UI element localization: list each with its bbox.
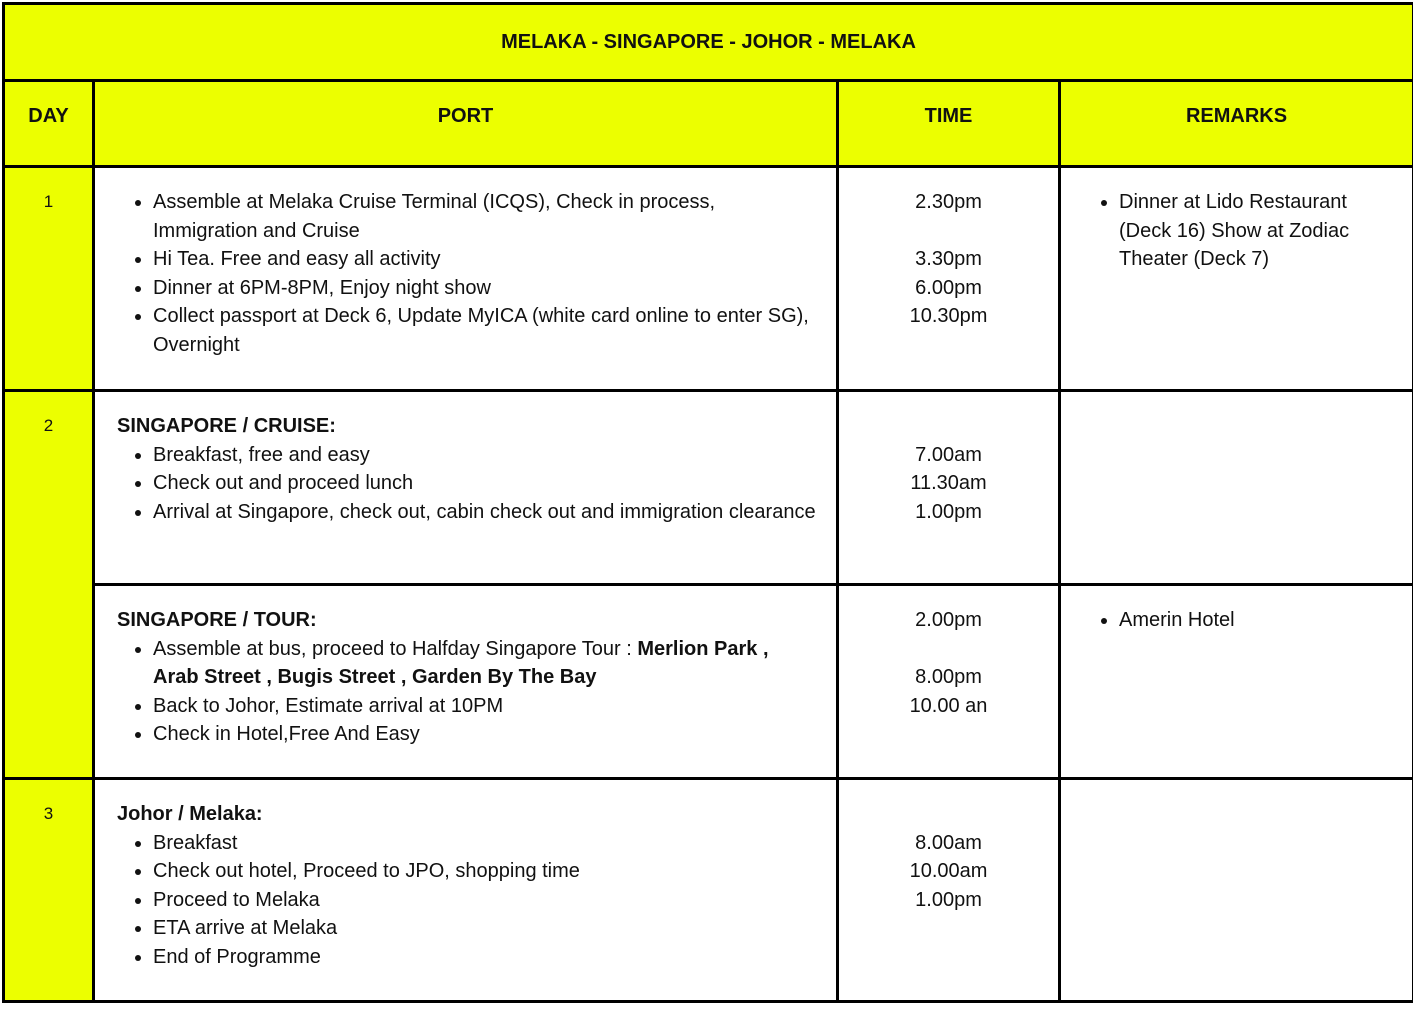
header-remarks: REMARKS: [1057, 79, 1413, 168]
activity-item: Dinner at 6PM-8PM, Enjoy night show: [153, 274, 816, 303]
activity-item: Proceed to Melaka: [153, 886, 816, 915]
time-entry: 8.00pm: [915, 666, 982, 689]
day-cell: 1: [2, 165, 95, 392]
activity-text: Arrival at Singapore, check out, cabin c…: [153, 500, 816, 523]
header-day: DAY: [2, 79, 95, 168]
activity-item: Check out and proceed lunch: [153, 469, 816, 498]
remark-item: Dinner at Lido Restaurant (Deck 16) Show…: [1119, 188, 1392, 274]
port-cell: SINGAPORE / CRUISE: Breakfast, free and e…: [92, 389, 839, 586]
header-port: PORT: [92, 79, 839, 168]
port-cell: SINGAPORE / TOUR: Assemble at bus, procee…: [92, 583, 839, 780]
section-heading: SINGAPORE / CRUISE:: [117, 415, 336, 437]
activity-list: Assemble at bus, proceed to Halfday Sing…: [117, 635, 816, 749]
activity-text: Collect passport at Deck 6, Update MyICA…: [153, 305, 809, 356]
remarks-list: Dinner at Lido Restaurant (Deck 16) Show…: [1083, 188, 1392, 274]
activity-item: ETA arrive at Melaka: [153, 914, 816, 943]
table-row: 2 SINGAPORE / CRUISE: Breakfast, free and…: [2, 389, 1413, 780]
activity-item: Assemble at Melaka Cruise Terminal (ICQS…: [153, 188, 816, 245]
time-entry: 3.30pm: [915, 248, 982, 271]
activity-text: Dinner at 6PM-8PM, Enjoy night show: [153, 276, 491, 299]
port-cell: Assemble at Melaka Cruise Terminal (ICQS…: [92, 165, 839, 392]
activity-text: Check in Hotel,Free And Easy: [153, 723, 420, 746]
time-entry: [839, 800, 1058, 829]
activity-item: Breakfast: [153, 829, 816, 858]
remarks-cell: [1057, 389, 1413, 586]
activity-text: End of Programme: [153, 945, 321, 968]
remarks-cell: [1057, 777, 1413, 1003]
activity-text: Check out hotel, Proceed to JPO, shoppin…: [153, 860, 580, 883]
itinerary-title: MELAKA - SINGAPORE - JOHOR - MELAKA: [1, 2, 1413, 82]
activity-item: Hi Tea. Free and easy all activity: [153, 245, 816, 274]
header-time: TIME: [836, 79, 1061, 168]
activity-text: Check out and proceed lunch: [153, 472, 414, 495]
day-cell: 2: [2, 389, 95, 780]
time-entry: [839, 412, 1058, 441]
time-entry: 2.00pm: [915, 609, 982, 631]
section-heading: SINGAPORE / TOUR:: [117, 609, 317, 631]
activity-text: Assemble at Melaka Cruise Terminal (ICQS…: [153, 191, 716, 242]
remarks-list: Amerin Hotel: [1083, 606, 1392, 635]
highlight-text: Merlion Park , Arab Street , Bugis Stree…: [153, 637, 769, 689]
activity-item: Arrival at Singapore, check out, cabin c…: [153, 498, 816, 527]
activity-text: Proceed to Melaka: [153, 888, 320, 911]
time-entry: [839, 217, 1058, 246]
activity-text: ETA arrive at Melaka: [153, 917, 338, 940]
activity-list: Assemble at Melaka Cruise Terminal (ICQS…: [117, 188, 816, 360]
port-cell: Johor / Melaka: Breakfast Check out hotel,…: [92, 777, 839, 1003]
time-entry: 8.00am: [915, 831, 982, 854]
activity-item: Back to Johor, Estimate arrival at 10PM: [153, 692, 816, 721]
time-entry: 10.30pm: [909, 305, 988, 328]
table-row: 3 Johor / Melaka: Breakfast Check out hote…: [2, 777, 1413, 1003]
activity-item: Collect passport at Deck 6, Update MyICA…: [153, 302, 816, 359]
activity-text: Hi Tea. Free and easy all activity: [153, 248, 441, 271]
activity-text: Breakfast, free and easy: [153, 443, 370, 466]
remark-item: Amerin Hotel: [1119, 606, 1392, 635]
time-entry: 10.00am: [909, 860, 988, 883]
activity-text: Breakfast: [153, 831, 238, 854]
time-entry: [839, 635, 1058, 664]
day-cell: 3: [2, 777, 95, 1003]
table-row: SINGAPORE / TOUR: Assemble at bus, procee…: [4, 583, 1413, 780]
activity-list: Breakfast, free and easy Check out and pr…: [117, 441, 816, 527]
time-entry: 2.30pm: [915, 191, 982, 213]
time-entry: 7.00am: [915, 443, 982, 466]
time-cell: 2.30pm 3.30pm 6.00pm 10.30pm: [836, 165, 1061, 392]
activity-item: Check out hotel, Proceed to JPO, shoppin…: [153, 857, 816, 886]
table-row: 1 Assemble at Melaka Cruise Terminal (IC…: [2, 165, 1413, 392]
remarks-cell: Dinner at Lido Restaurant (Deck 16) Show…: [1057, 165, 1413, 392]
activity-item: Check in Hotel,Free And Easy: [153, 720, 816, 749]
activity-text: Assemble at bus, proceed to Halfday Sing…: [153, 637, 638, 660]
activity-item: End of Programme: [153, 943, 816, 972]
activity-text: Back to Johor, Estimate arrival at 10PM: [153, 694, 504, 717]
time-cell: 8.00am 10.00am 1.00pm: [836, 777, 1061, 1003]
time-entry: 6.00pm: [915, 276, 982, 299]
time-entry: 1.00pm: [915, 500, 982, 523]
time-cell: 7.00am 11.30am 1.00pm: [836, 389, 1061, 586]
time-entry: 11.30am: [910, 472, 987, 495]
activity-item: Breakfast, free and easy: [153, 441, 816, 470]
time-entry: 10.00 an: [909, 694, 988, 717]
remarks-cell: Amerin Hotel: [1057, 583, 1413, 780]
section-heading: Johor / Melaka:: [117, 803, 263, 825]
activity-item: Assemble at bus, proceed to Halfday Sing…: [153, 635, 816, 692]
time-cell: 2.00pm 8.00pm 10.00 an: [836, 583, 1061, 780]
activity-list: Breakfast Check out hotel, Proceed to JPO…: [117, 829, 816, 972]
time-entry: 1.00pm: [915, 888, 982, 911]
